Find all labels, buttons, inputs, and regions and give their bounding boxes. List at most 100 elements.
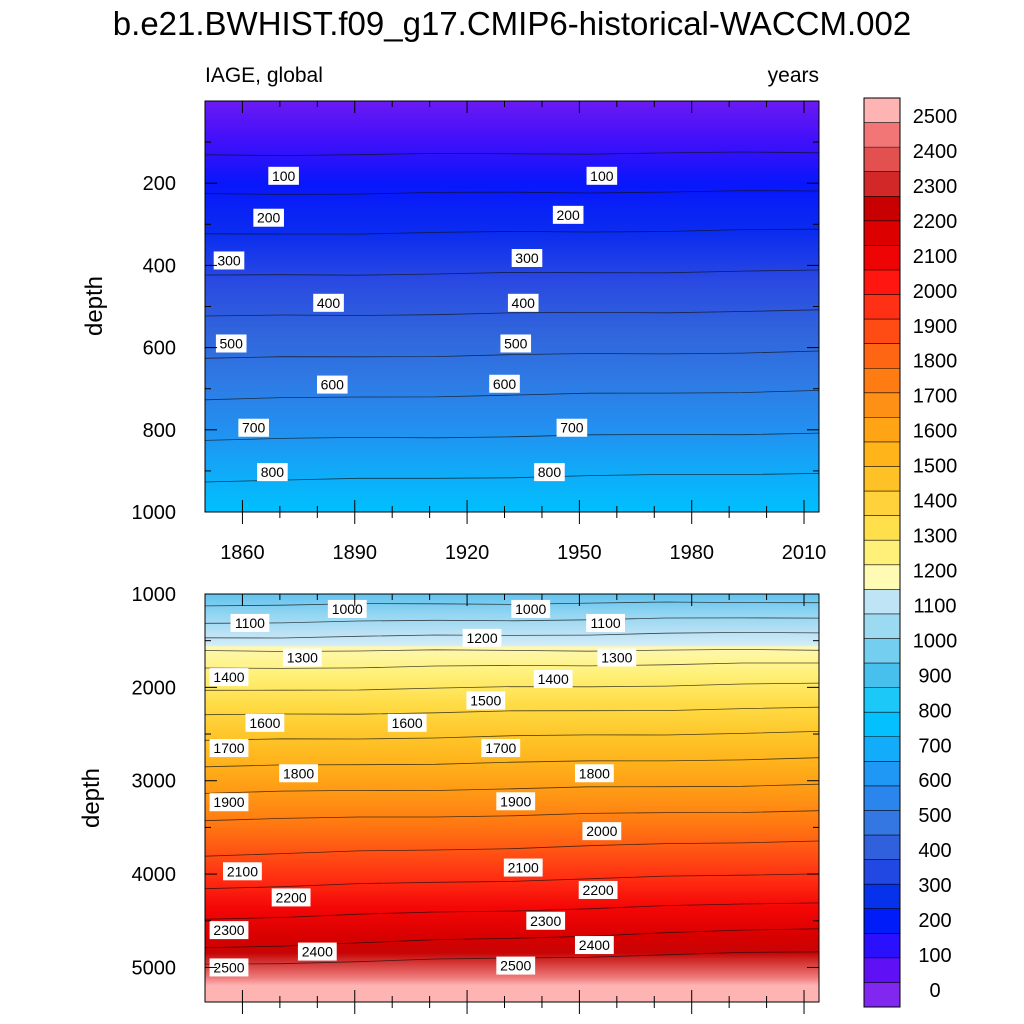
- contour-line-1100: [204, 617, 820, 624]
- contour-label: 1700: [213, 740, 244, 756]
- contour-label-box: [257, 463, 288, 482]
- contour-line-1700: [204, 731, 820, 741]
- contour-label-box: [574, 936, 614, 955]
- contour-label: 2300: [530, 913, 561, 929]
- contour-line-2000: [204, 810, 820, 822]
- contour-label-box: [574, 764, 614, 783]
- colorbar-swatch: [864, 98, 900, 123]
- contour-label-box: [238, 418, 269, 437]
- contour-label-box: [500, 334, 532, 353]
- contour-line-300: [204, 228, 820, 235]
- colorbar-swatch: [864, 441, 900, 467]
- y-tick-label: 1000: [132, 584, 177, 606]
- contour-line-600: [204, 350, 820, 359]
- contour-label-box: [279, 764, 318, 783]
- contour-label-box: [507, 293, 539, 312]
- colorbar-label: 1300: [913, 526, 958, 548]
- contour-label: 700: [242, 420, 266, 436]
- contour-label: 800: [538, 464, 562, 480]
- contour-label-box: [511, 599, 551, 618]
- contour-label: 1300: [287, 649, 318, 665]
- contour-label: 1100: [235, 615, 265, 631]
- colorbar-frame: [863, 97, 901, 1008]
- colorbar-swatch: [864, 859, 900, 885]
- y-tick-label: 3000: [132, 771, 177, 793]
- upper-contour-labels: 100 100 200 200 300 300 400 400 500 500 600 600 700 7…: [213, 166, 618, 482]
- colorbar-swatch: [864, 220, 900, 246]
- colorbar-swatch: [864, 957, 900, 983]
- colorbar-label: 1800: [913, 351, 958, 373]
- contour-label: 1200: [466, 630, 497, 646]
- upper-y-ticks: 200 400 600 800 1000: [132, 141, 819, 524]
- contour-label-box: [223, 862, 262, 881]
- contour-label-box: [586, 166, 618, 185]
- x-tick-label: 2010: [782, 542, 827, 564]
- contour-label: 400: [512, 295, 536, 311]
- colorbar-swatch: [864, 908, 900, 934]
- contour-label-box: [271, 888, 311, 907]
- colorbar: 0 100 200 300 400 500 600 700 800 900 1000 1100 1200…: [863, 97, 958, 1008]
- colorbar-swatch: [864, 343, 900, 369]
- colorbar-swatch: [864, 785, 900, 811]
- colorbar-swatch: [864, 540, 900, 566]
- y-tick-label: 1000: [132, 502, 177, 524]
- contour-label-box: [209, 921, 249, 940]
- contour-label-box: [209, 793, 249, 812]
- contour-label: 600: [321, 377, 345, 393]
- colorbar-swatch: [864, 982, 900, 1008]
- contour-label-box: [213, 251, 245, 270]
- y-tick-label: 200: [143, 173, 176, 195]
- contour-label: 2300: [213, 922, 244, 938]
- contour-label-box: [534, 463, 565, 482]
- chart-title: b.e21.BWHIST.f09_g17.CMIP6-historical-WA…: [113, 5, 911, 42]
- contour-label-box: [586, 613, 625, 632]
- contour-label: 2200: [276, 889, 307, 905]
- contour-label: 1800: [579, 765, 610, 781]
- contour-label-box: [489, 374, 520, 393]
- contour-label: 1900: [213, 794, 244, 810]
- lower-x-ticks: [241, 594, 805, 1014]
- colorbar-label: 1500: [913, 456, 958, 478]
- colorbar-label: 1100: [913, 595, 956, 617]
- contour-label-box: [215, 334, 247, 353]
- contour-label: 1400: [213, 669, 244, 685]
- contour-label: 1800: [283, 765, 314, 781]
- colorbar-swatch: [864, 687, 900, 713]
- upper-x-ticks: 1860 1890 1920 1950 1980 2010: [220, 101, 826, 564]
- colorbar-swatch: [864, 392, 900, 418]
- y-tick-label: 600: [143, 338, 176, 360]
- colorbar-swatch: [864, 638, 900, 664]
- colorbar-label: 0: [929, 980, 940, 1002]
- contour-label: 1700: [485, 740, 516, 756]
- contour-label-box: [556, 418, 588, 437]
- contour-line-400: [204, 269, 820, 276]
- contour-label-box: [462, 628, 502, 647]
- contour-line-2200: [204, 873, 820, 890]
- contour-line-2300: [204, 902, 820, 920]
- y-tick-label: 5000: [132, 957, 177, 979]
- upper-contour-lines: [204, 151, 820, 483]
- contour-label: 800: [261, 464, 285, 480]
- x-tick-label: 1950: [557, 542, 602, 564]
- colorbar-swatch: [864, 712, 900, 738]
- colorbar-swatch: [864, 245, 900, 271]
- lower-panel: 1000 1000 1100 1100 1200 1300 1300 1400 1400 1500…: [78, 584, 820, 1014]
- colorbar-label: 2300: [913, 176, 958, 198]
- lower-y-axis-label: depth: [78, 768, 105, 828]
- contour-label: 2500: [213, 959, 244, 975]
- contour-label: 1300: [601, 649, 632, 665]
- contour-label: 500: [504, 335, 528, 351]
- colorbar-label: 2000: [913, 281, 958, 303]
- y-tick-label: 2000: [132, 677, 177, 699]
- contour-label: 1600: [392, 715, 423, 731]
- colorbar-swatch: [864, 147, 900, 173]
- contour-label: 700: [560, 420, 584, 436]
- colorbar-swatch: [864, 122, 900, 148]
- contour-label: 100: [590, 168, 614, 184]
- colorbar-label: 800: [918, 700, 951, 722]
- contour-line-1200: [204, 632, 820, 639]
- colorbar-label: 1400: [913, 491, 958, 513]
- y-tick-label: 800: [143, 420, 176, 442]
- contour-label: 2000: [586, 823, 617, 839]
- colorbar-swatch: [864, 515, 900, 541]
